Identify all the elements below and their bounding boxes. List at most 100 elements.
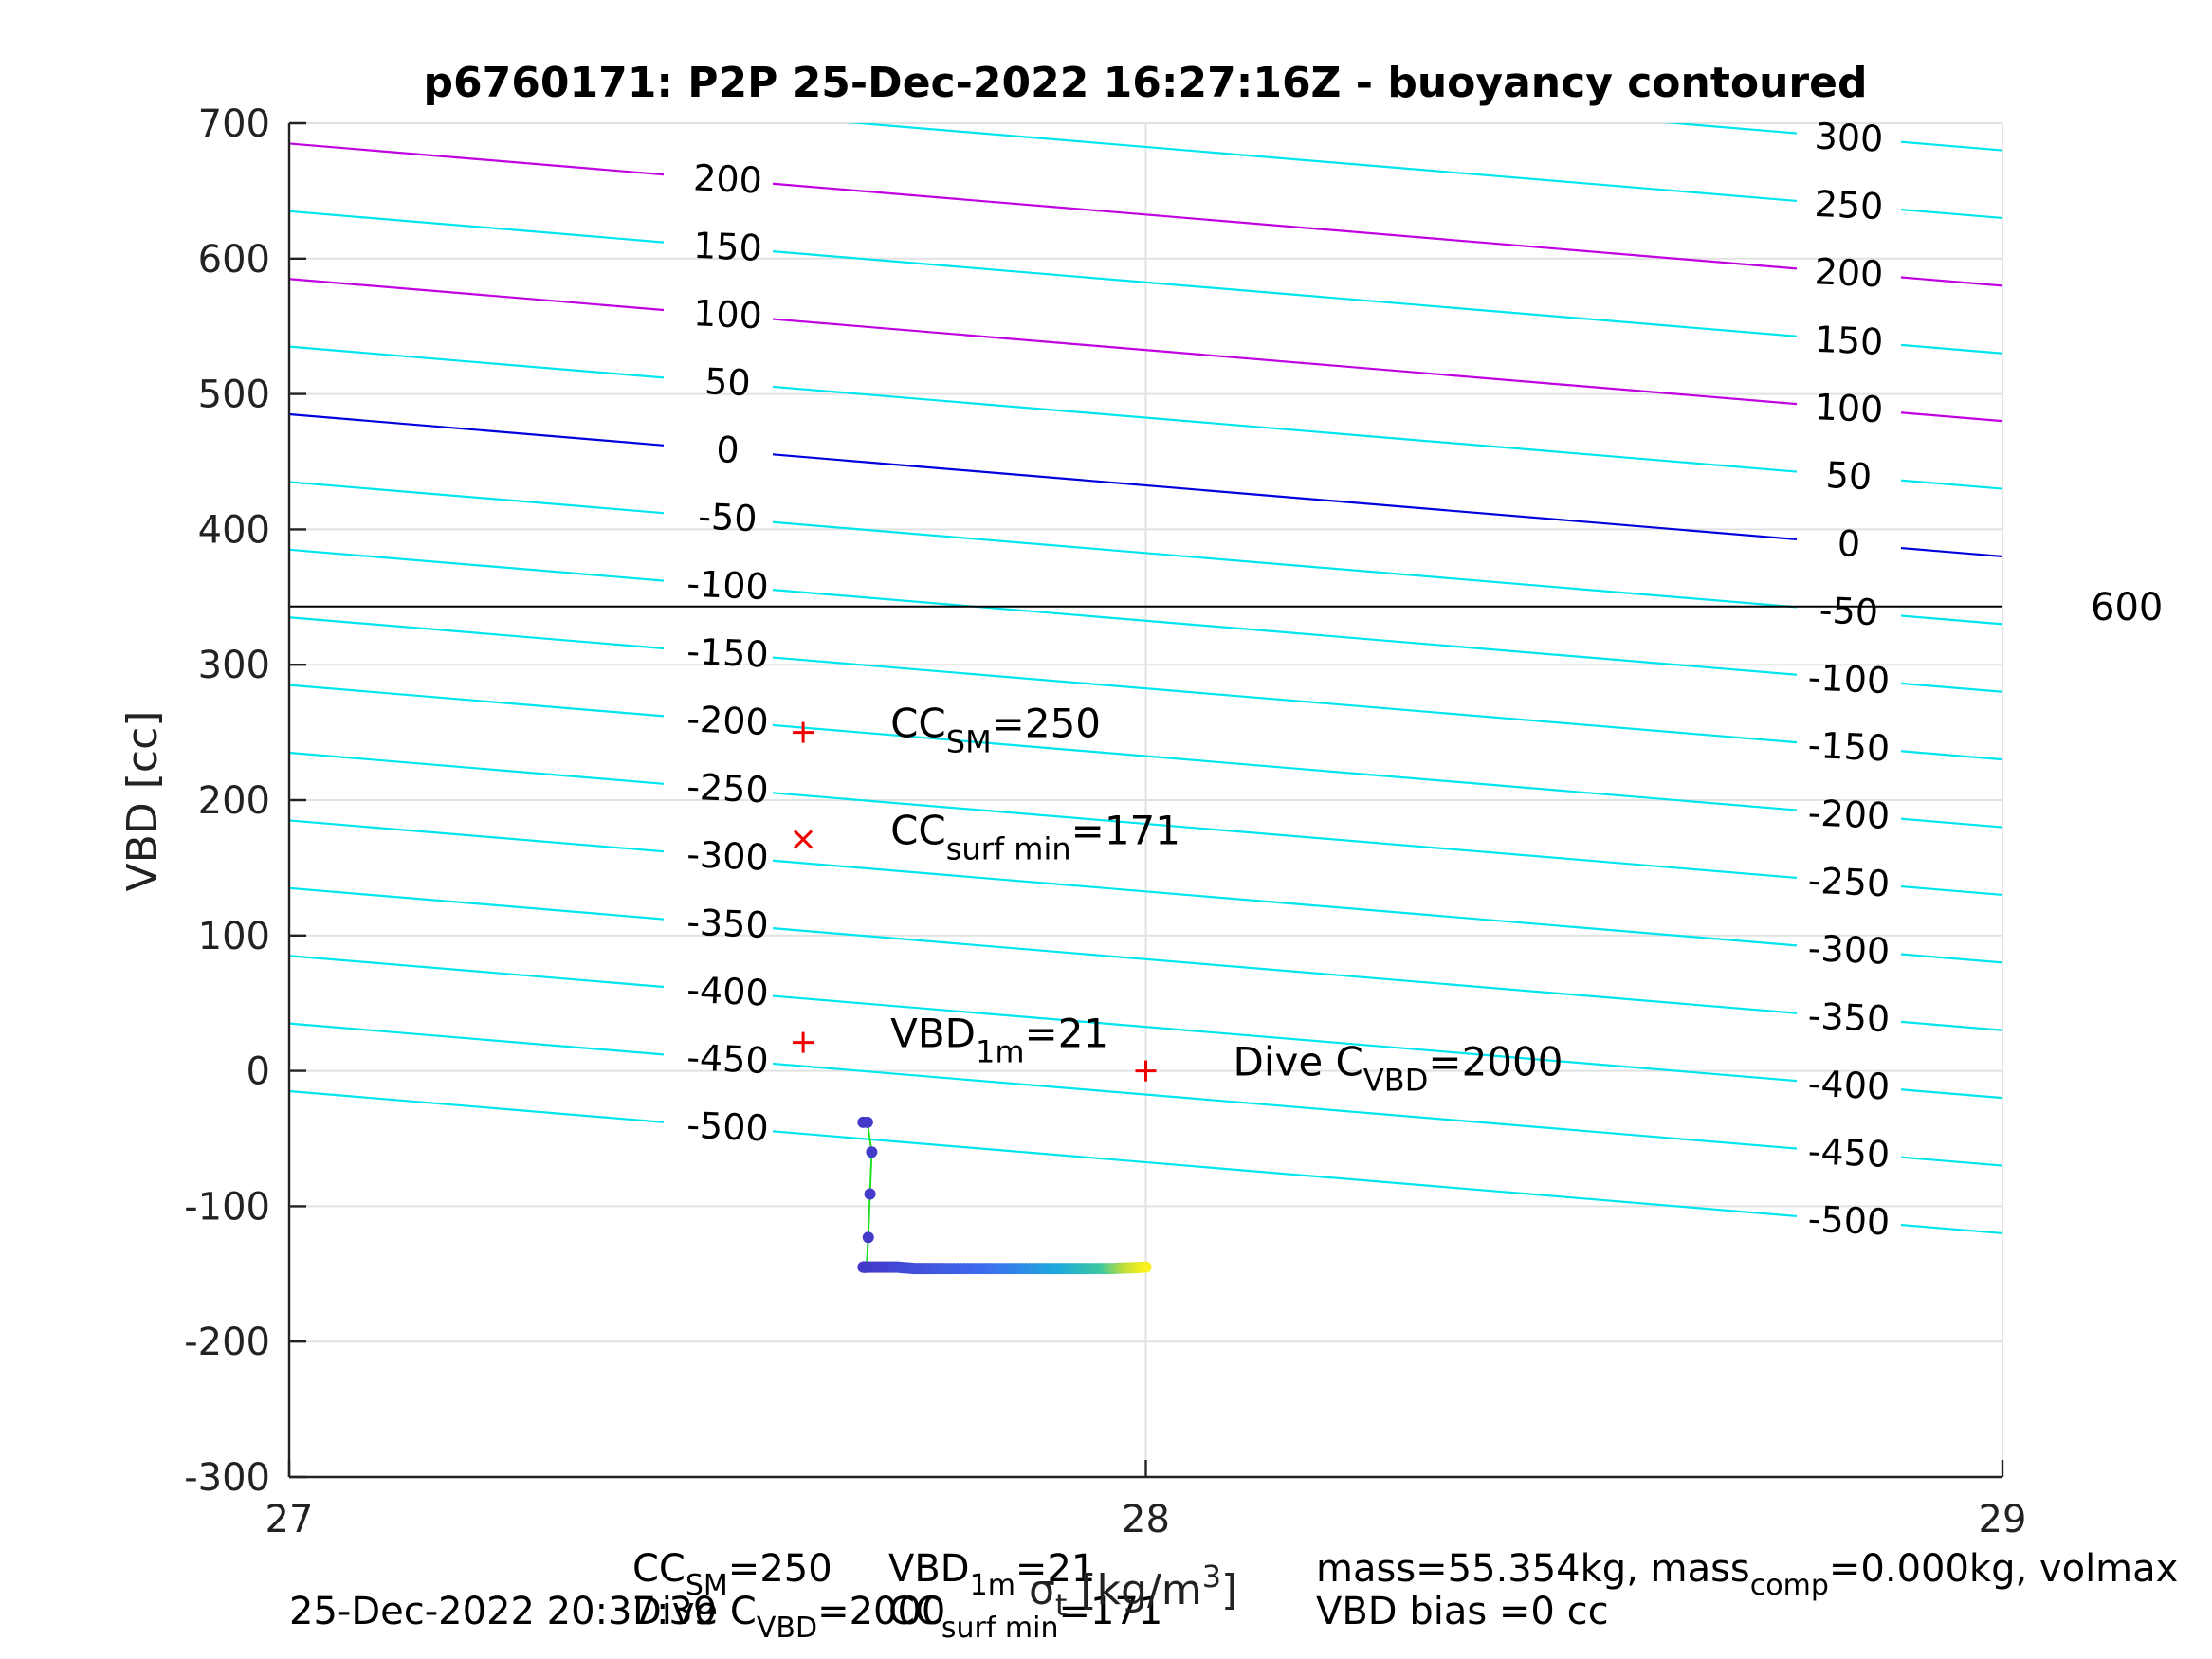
y-tick-label: -300	[184, 1456, 270, 1500]
contour-label-left: 50	[704, 360, 751, 404]
y-tick-label: 600	[198, 238, 270, 282]
contour-line	[1900, 884, 2002, 897]
contour-label-right: 200	[1814, 250, 1884, 295]
trajectory-point	[866, 1146, 878, 1158]
marker-label-main: VBD	[890, 1011, 976, 1057]
footer-mass-sub: comp	[1750, 1569, 1829, 1602]
contour-label-right: 150	[1814, 319, 1884, 363]
marker-label: CCSM=250	[890, 701, 1101, 760]
contour-line	[289, 751, 665, 785]
contour-line	[772, 1130, 1798, 1218]
contour-label-right: -300	[1807, 927, 1891, 973]
contour-line	[1900, 817, 2002, 829]
contour-label-right: -400	[1807, 1063, 1891, 1108]
contour-line	[772, 1062, 1798, 1150]
contour-line	[1900, 276, 2002, 287]
contour-level-labels: 300 250 200 200 150 150 100 100 50 50 0 0 -50 -50 -100…	[686, 116, 1891, 1244]
marker-label: CCsurf min=171	[890, 807, 1180, 866]
contour-line	[772, 994, 1798, 1083]
y-tick-label: 700	[198, 102, 270, 146]
marker-label-sub: SM	[946, 724, 992, 760]
footer: CCSM=250 VBD1m=21 Dive CVBD=2000 CCsurf …	[289, 1547, 2178, 1645]
marker-x-b	[794, 830, 814, 849]
contour-line	[1900, 140, 2002, 152]
contour-line	[1900, 479, 2002, 490]
x-axis-label-sub: t	[1055, 1587, 1068, 1623]
footer-vbd-1m: VBD1m=21	[888, 1547, 1095, 1602]
contour-line	[289, 819, 665, 853]
chart-title: p6760171: P2P 25-Dec-2022 16:27:16Z - bu…	[424, 59, 1868, 107]
reference-line-label: 600	[2091, 586, 2163, 629]
x-tick-label: 27	[265, 1498, 314, 1541]
y-axis-label: VBD [cc]	[119, 711, 167, 892]
marker-label: VBD1m=21	[890, 1011, 1108, 1070]
contour-label-right: -500	[1807, 1198, 1891, 1244]
contour-line	[772, 385, 1798, 473]
footer-vbd-1m-main: VBD	[888, 1547, 970, 1591]
contour-line	[289, 684, 665, 718]
footer-dive-cvbd-rest: =2000	[817, 1590, 945, 1633]
contour-line	[289, 1022, 665, 1056]
footer-cc-sm-rest: =250	[728, 1547, 832, 1591]
contour-line	[772, 792, 1798, 880]
contour-line	[289, 1089, 665, 1123]
contour-line	[1900, 1223, 2002, 1235]
contour-line	[772, 589, 1798, 676]
footer-mass-main: mass=55.354kg, mass	[1316, 1547, 1750, 1591]
contour-line	[772, 453, 1798, 541]
footer-timestamp: 25-Dec-2022 20:37:39	[289, 1590, 717, 1633]
contour-label-right: -200	[1807, 792, 1891, 837]
contour-line	[772, 927, 1798, 1014]
dive-trajectory	[857, 1116, 1152, 1275]
y-tick-label: 100	[198, 915, 270, 958]
y-tick-label: -100	[184, 1185, 270, 1229]
contour-label-right: 250	[1814, 183, 1884, 228]
footer-mass: mass=55.354kg, masscomp=0.000kg, volmax	[1316, 1547, 2178, 1602]
marker-label-main: Dive C	[1234, 1039, 1363, 1085]
contour-label-right: 50	[1825, 454, 1873, 498]
footer-cc-sm-sub: SM	[686, 1569, 728, 1602]
footer-cc-sm-main: CC	[632, 1547, 686, 1591]
contour-line	[1900, 953, 2002, 964]
contour-line	[1900, 1156, 2002, 1167]
contour-line	[772, 318, 1798, 406]
contour-label-right: -150	[1807, 724, 1891, 770]
trajectory-point	[862, 1231, 874, 1244]
footer-cc-surf-min-rest: =171	[1059, 1590, 1163, 1633]
x-axis-label-sigma: σ	[1029, 1566, 1055, 1614]
contour-line	[1900, 411, 2002, 423]
x-tick-label: 29	[1979, 1498, 2027, 1541]
footer-dive-cvbd: Dive CVBD=2000	[632, 1590, 945, 1645]
contour-line	[289, 548, 665, 582]
contour-label-right: -350	[1807, 994, 1891, 1040]
footer-cc-sm: CCSM=250	[632, 1547, 832, 1602]
marker-label-sub: 1m	[976, 1034, 1025, 1070]
contour-line	[1900, 1088, 2002, 1100]
contour-line	[772, 656, 1798, 744]
contour-label-right: -100	[1807, 656, 1891, 702]
contour-line	[772, 859, 1798, 947]
contour-line	[1900, 614, 2002, 626]
y-tick-label: 400	[198, 508, 270, 552]
footer-dive-cvbd-sub: VBD	[757, 1612, 817, 1645]
x-axis-label-rest: [kg/m	[1067, 1566, 1201, 1614]
contour-line	[289, 886, 665, 921]
contour-label-left: -250	[686, 766, 769, 811]
contour-label-right: -250	[1807, 860, 1891, 905]
contour-label-left: -400	[686, 969, 769, 1014]
contour-label-left: -350	[686, 902, 769, 947]
y-tick-label: 300	[198, 644, 270, 687]
y-tick-label: 200	[198, 779, 270, 823]
contour-line	[289, 142, 665, 176]
grid-lines	[288, 122, 2003, 1478]
contour-line	[289, 481, 665, 515]
contour-label-left: 0	[715, 428, 740, 471]
y-tick-label: 500	[198, 374, 270, 417]
contour-label-right: -450	[1807, 1130, 1891, 1176]
contour-line	[772, 182, 1798, 270]
y-tick-label: -200	[184, 1321, 270, 1364]
footer-vbd-bias: VBD bias =0 cc	[1316, 1590, 1609, 1633]
